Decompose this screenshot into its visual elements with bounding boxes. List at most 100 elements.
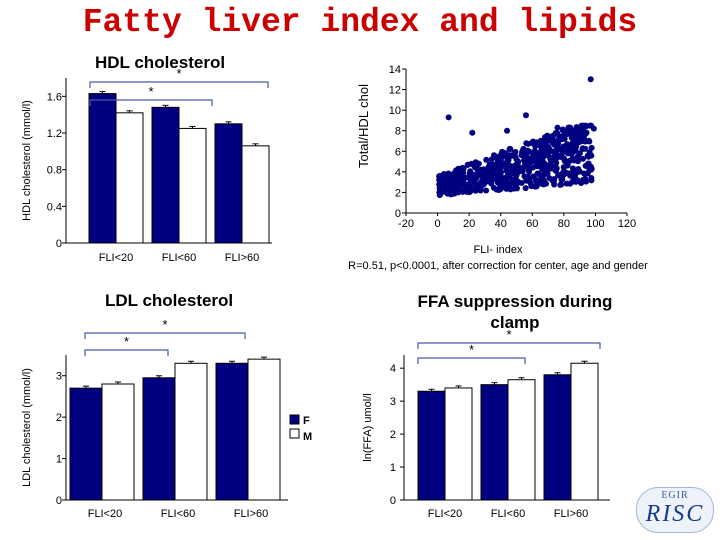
scatter-point xyxy=(523,140,530,147)
scatter-point xyxy=(494,179,501,186)
hdl-bar-male xyxy=(115,112,144,244)
ldl-y-tick-label: 2 xyxy=(56,412,62,424)
scatter-point xyxy=(524,161,531,168)
scatter-point xyxy=(490,173,497,180)
scatter-point xyxy=(586,167,593,174)
scatter-point xyxy=(518,179,525,186)
scatter-x-tick-label: 120 xyxy=(618,218,636,230)
hdl-category-label: FLI<20 xyxy=(99,252,134,264)
scatter-y-tick-label: 8 xyxy=(395,126,401,138)
scatter-caption: R=0.51, p<0.0001, after correction for c… xyxy=(348,260,648,272)
logo-line-2: RISC xyxy=(645,501,705,527)
scatter-point xyxy=(537,153,544,160)
scatter-point xyxy=(584,152,591,159)
hdl-bar-female xyxy=(88,93,117,244)
scatter-point xyxy=(587,76,594,83)
scatter-point xyxy=(580,155,587,162)
scatter-point xyxy=(567,172,574,179)
scatter-point xyxy=(557,181,564,188)
scatter-x-axis-label: FLI- index xyxy=(474,244,523,256)
scatter-y-tick-label: 14 xyxy=(389,64,401,76)
ffa-y-tick-label: 4 xyxy=(390,363,396,375)
scatter-point xyxy=(574,139,581,146)
ffa-significance-bracket xyxy=(417,342,601,349)
egir-risc-logo: EGIR RISC xyxy=(636,487,714,533)
scatter-point xyxy=(493,167,500,174)
scatter-point xyxy=(520,146,527,153)
scatter-point xyxy=(504,127,511,134)
scatter-x-tick-label: -20 xyxy=(398,218,414,230)
scatter-point xyxy=(437,189,444,196)
ldl-y-tick-label: 0 xyxy=(56,495,62,507)
scatter-point xyxy=(574,158,581,165)
scatter-point xyxy=(498,164,505,171)
scatter-point xyxy=(522,185,529,192)
scatter-x-tick-label: 80 xyxy=(558,218,570,230)
ldl-y-axis-label: LDL cholesterol (mmol/l) xyxy=(21,368,33,487)
ldl-significance-bracket xyxy=(84,349,169,356)
scatter-point xyxy=(533,183,540,190)
scatter-point xyxy=(480,166,487,173)
ffa-category-label: FLI<20 xyxy=(428,508,463,520)
scatter-point xyxy=(567,124,574,131)
scatter-y-axis-label: Total/HDL chol xyxy=(356,84,371,168)
logo-line-1: EGIR xyxy=(661,490,689,501)
ffa-bar-male xyxy=(570,362,599,501)
scatter-point xyxy=(493,186,500,193)
scatter-point xyxy=(485,164,492,171)
hdl-significance-star: * xyxy=(176,66,181,81)
scatter-point xyxy=(534,170,541,177)
scatter-point xyxy=(512,177,519,184)
legend-male-swatch xyxy=(289,428,300,439)
scatter-x-tick-label: 100 xyxy=(586,218,604,230)
ldl-bar-male xyxy=(247,358,281,501)
scatter-point xyxy=(514,160,521,167)
scatter-point xyxy=(569,155,576,162)
scatter-point xyxy=(452,169,459,176)
ldl-bar-female xyxy=(69,387,103,501)
ldl-bar-male xyxy=(174,362,208,501)
scatter-point xyxy=(506,146,513,153)
hdl-significance-star: * xyxy=(148,84,153,99)
hdl-y-tick-label: 1.6 xyxy=(47,91,62,103)
scatter-point xyxy=(580,122,587,129)
ffa-significance-star: * xyxy=(506,327,511,342)
scatter-y-tick-label: 4 xyxy=(395,167,401,179)
legend-female-label: F xyxy=(303,415,310,427)
hdl-bar-male xyxy=(241,145,270,244)
ffa-y-tick-label: 0 xyxy=(390,495,396,507)
scatter-point xyxy=(507,168,514,175)
hdl-y-tick-label: 1.2 xyxy=(47,128,62,140)
scatter-point xyxy=(476,170,483,177)
ldl-significance-bracket xyxy=(84,332,246,339)
ldl-y-tick-label: 1 xyxy=(56,454,62,466)
ffa-y-tick-label: 3 xyxy=(390,396,396,408)
scatter-point xyxy=(569,150,576,157)
scatter-point xyxy=(580,136,587,143)
scatter-point xyxy=(551,138,558,145)
scatter-point xyxy=(494,157,501,164)
scatter-point xyxy=(579,145,586,152)
hdl-bar-female xyxy=(214,123,243,244)
ffa-title-line-1: FFA suppression during xyxy=(417,292,613,311)
ffa-bar-female xyxy=(480,384,509,501)
legend-male-label: M xyxy=(303,431,312,443)
scatter-point xyxy=(472,187,479,194)
scatter-point xyxy=(451,180,458,187)
scatter-point xyxy=(537,180,544,187)
scatter-point xyxy=(571,132,578,139)
scatter-x-tick-label: 40 xyxy=(495,218,507,230)
scatter-point xyxy=(475,160,482,167)
scatter-point xyxy=(534,159,541,166)
scatter-point xyxy=(490,161,497,168)
scatter-point xyxy=(563,131,570,138)
scatter-point xyxy=(571,173,578,180)
scatter-point xyxy=(564,143,571,150)
ffa-category-label: FLI<60 xyxy=(491,508,526,520)
scatter-point xyxy=(500,177,507,184)
scatter-point xyxy=(549,177,556,184)
scatter-y-tick-label: 2 xyxy=(395,187,401,199)
scatter-point xyxy=(521,173,528,180)
scatter-x-tick-label: 60 xyxy=(526,218,538,230)
